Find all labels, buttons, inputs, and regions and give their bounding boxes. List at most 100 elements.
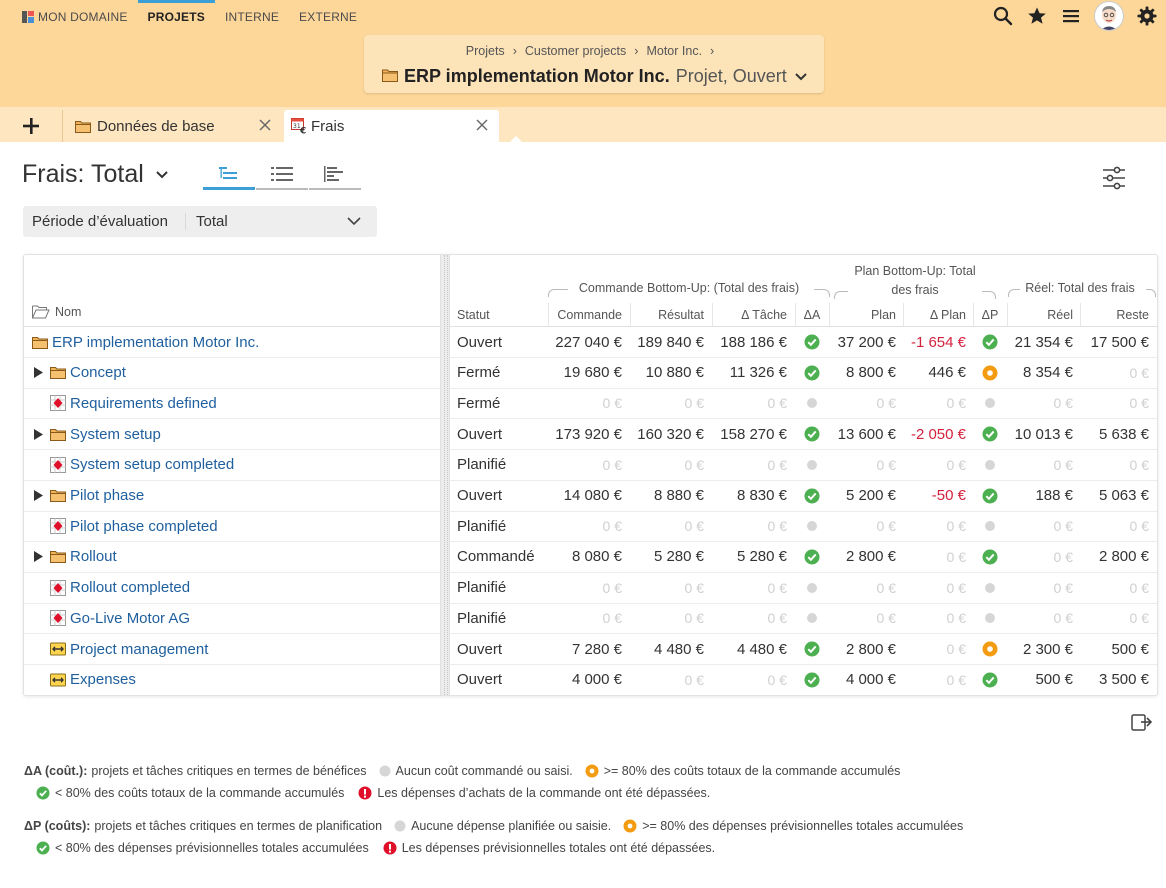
row-status: Planifié [457, 517, 507, 535]
header-delta-a[interactable]: ΔA [803, 308, 821, 322]
header-resultat[interactable]: Résultat [658, 308, 704, 322]
row-name[interactable]: System setup completed [34, 450, 234, 480]
table-row[interactable]: Rollout Commandé 8 080 € 5 280 € 5 280 € 2 80… [24, 542, 1157, 573]
header-commande[interactable]: Commande [557, 308, 622, 322]
nav-my-domain[interactable]: MON DOMAINE [22, 0, 138, 34]
expand-triangle-icon[interactable] [34, 428, 46, 440]
table-row[interactable]: System setup Ouvert 173 920 € 160 320 € 158 … [24, 419, 1157, 451]
tree-view-button[interactable] [203, 160, 255, 190]
cell-delta-tache: 0 € [767, 456, 787, 473]
table-row[interactable]: Requirements defined Fermé 0 € 0 € 0 € 0 € 0 €… [24, 388, 1157, 420]
nav-projects[interactable]: PROJETS [137, 0, 216, 34]
header-plan[interactable]: Plan [870, 308, 896, 322]
close-icon[interactable] [475, 118, 489, 132]
plus-icon[interactable] [20, 115, 42, 137]
cell-delta-plan: 446 € [928, 364, 966, 382]
row-name[interactable]: Concept [34, 358, 126, 388]
table-row[interactable]: System setup completed Planifié 0 € 0 € 0 € 0… [24, 450, 1157, 481]
cell-plan: 0 € [876, 579, 896, 596]
breadcrumb-item[interactable]: Motor Inc. [646, 44, 703, 58]
menu-icon[interactable] [1060, 5, 1082, 27]
close-icon[interactable] [258, 118, 272, 132]
table-row[interactable]: ERP implementation Motor Inc. Ouvert 227 0… [24, 327, 1157, 358]
view-selector[interactable]: Frais: Total [22, 160, 168, 189]
row-name[interactable]: Pilot phase [34, 481, 144, 511]
project-selector[interactable]: ERP implementation Motor Inc. Projet, Ou… [382, 66, 807, 87]
star-icon[interactable] [1026, 5, 1048, 27]
row-name[interactable]: Requirements defined [34, 388, 217, 418]
table-row[interactable]: Rollout completed Planifié 0 € 0 € 0 € 0 € 0 €… [24, 573, 1157, 604]
header-status[interactable]: Statut [457, 308, 490, 322]
cell-reste: 0 € [1129, 395, 1149, 412]
period-filter-label: Période d’évaluation [23, 213, 186, 230]
header-delta-tache[interactable]: Δ Tâche [741, 308, 787, 322]
table-row[interactable]: Project management Ouvert 7 280 € 4 480 € 4 … [24, 634, 1157, 665]
row-name[interactable]: Expenses [34, 665, 136, 695]
delta-p-indicator-icon [982, 672, 998, 688]
table-row[interactable]: Pilot phase Ouvert 14 080 € 8 880 € 8 830 € 5… [24, 481, 1157, 512]
export-icon[interactable] [1131, 712, 1153, 732]
row-name[interactable]: ERP implementation Motor Inc. [32, 327, 259, 357]
row-status: Fermé [457, 394, 501, 412]
breadcrumb-separator: › [512, 44, 517, 58]
cell-commande: 227 040 € [555, 333, 622, 351]
tab-expenses[interactable]: 31 € Frais [284, 110, 499, 142]
period-filter-value: Total [196, 213, 228, 230]
header-reste[interactable]: Reste [1116, 308, 1149, 322]
delta-p-indicator-icon [982, 641, 998, 657]
row-name-label: Project management [70, 640, 209, 658]
header-name[interactable]: Nom [32, 305, 81, 319]
svg-text:31: 31 [293, 123, 301, 130]
breadcrumb-item[interactable]: Customer projects [524, 44, 627, 58]
table-row[interactable]: Concept Fermé 19 680 € 10 880 € 11 326 € 8 80… [24, 358, 1157, 389]
cell-reste: 0 € [1129, 579, 1149, 596]
breadcrumb: Projets › Customer projects › Motor Inc. › [364, 44, 824, 58]
row-name[interactable]: Pilot phase completed [34, 511, 218, 541]
header-delta-plan[interactable]: Δ Plan [929, 308, 966, 322]
gear-icon[interactable] [1136, 5, 1158, 27]
list-view-button[interactable] [256, 160, 308, 190]
row-name[interactable]: System setup [34, 419, 161, 449]
legend-item-label: Les dépenses prévisionnelles totales ont… [401, 841, 716, 855]
nav-internal[interactable]: INTERNE [224, 10, 280, 24]
folder-icon [382, 66, 398, 87]
header-delta-p[interactable]: ΔP [981, 308, 999, 322]
expand-triangle-icon[interactable] [34, 551, 46, 563]
tab-base-data[interactable]: Données de base [62, 110, 282, 142]
delta-p-indicator-icon [982, 334, 998, 350]
cell-commande: 0 € [602, 518, 622, 535]
header-reel[interactable]: Réel [1047, 308, 1073, 322]
table-row[interactable]: Pilot phase completed Planifié 0 € 0 € 0 € 0 … [24, 511, 1157, 543]
row-name[interactable]: Go-Live Motor AG [34, 603, 190, 633]
legend-item-label: < 80% des coûts totaux de la commande ac… [55, 786, 345, 800]
chevron-down-icon [156, 170, 168, 179]
legend-dp-line1: ΔP (coûts): projets et tâches critiques … [24, 819, 963, 833]
gantt-view-button[interactable] [309, 160, 361, 190]
filter-settings-icon[interactable] [1102, 166, 1126, 190]
top-bar: MON DOMAINE PROJETS INTERNE EXTERNE Proj… [0, 0, 1166, 107]
cell-commande: 173 920 € [555, 425, 622, 443]
legend-item-label: >= 80% des dépenses prévisionnelles tota… [642, 819, 964, 833]
search-icon[interactable] [992, 5, 1014, 27]
breadcrumb-item[interactable]: Projets [465, 44, 505, 58]
avatar[interactable] [1094, 1, 1124, 31]
expand-triangle-icon[interactable] [34, 367, 46, 379]
row-status: Ouvert [457, 671, 503, 689]
table-row[interactable]: Expenses Ouvert 4 000 € 0 € 0 € 4 000 € 0 € 500… [24, 665, 1157, 695]
legend-text: projets et tâches critiques en termes de… [91, 764, 367, 778]
row-name[interactable]: Rollout [34, 542, 117, 572]
tab-notch [510, 136, 522, 142]
row-name[interactable]: Project management [34, 634, 208, 664]
view-title: Frais: Total [22, 160, 144, 188]
row-name-label: Rollout completed [70, 579, 191, 597]
column-splitter[interactable] [440, 255, 450, 695]
cell-plan: 0 € [876, 456, 896, 473]
cell-delta-plan: 0 € [946, 456, 966, 473]
row-name[interactable]: Rollout completed [34, 573, 190, 603]
period-filter[interactable]: Période d’évaluation Total [23, 206, 377, 237]
expand-triangle-icon[interactable] [34, 490, 46, 501]
nav-external[interactable]: EXTERNE [299, 10, 358, 24]
table-row[interactable]: Go-Live Motor AG Planifié 0 € 0 € 0 € 0 € 0 € 0… [24, 603, 1157, 635]
delta-a-indicator-icon [804, 365, 820, 381]
folder-icon [50, 428, 66, 441]
